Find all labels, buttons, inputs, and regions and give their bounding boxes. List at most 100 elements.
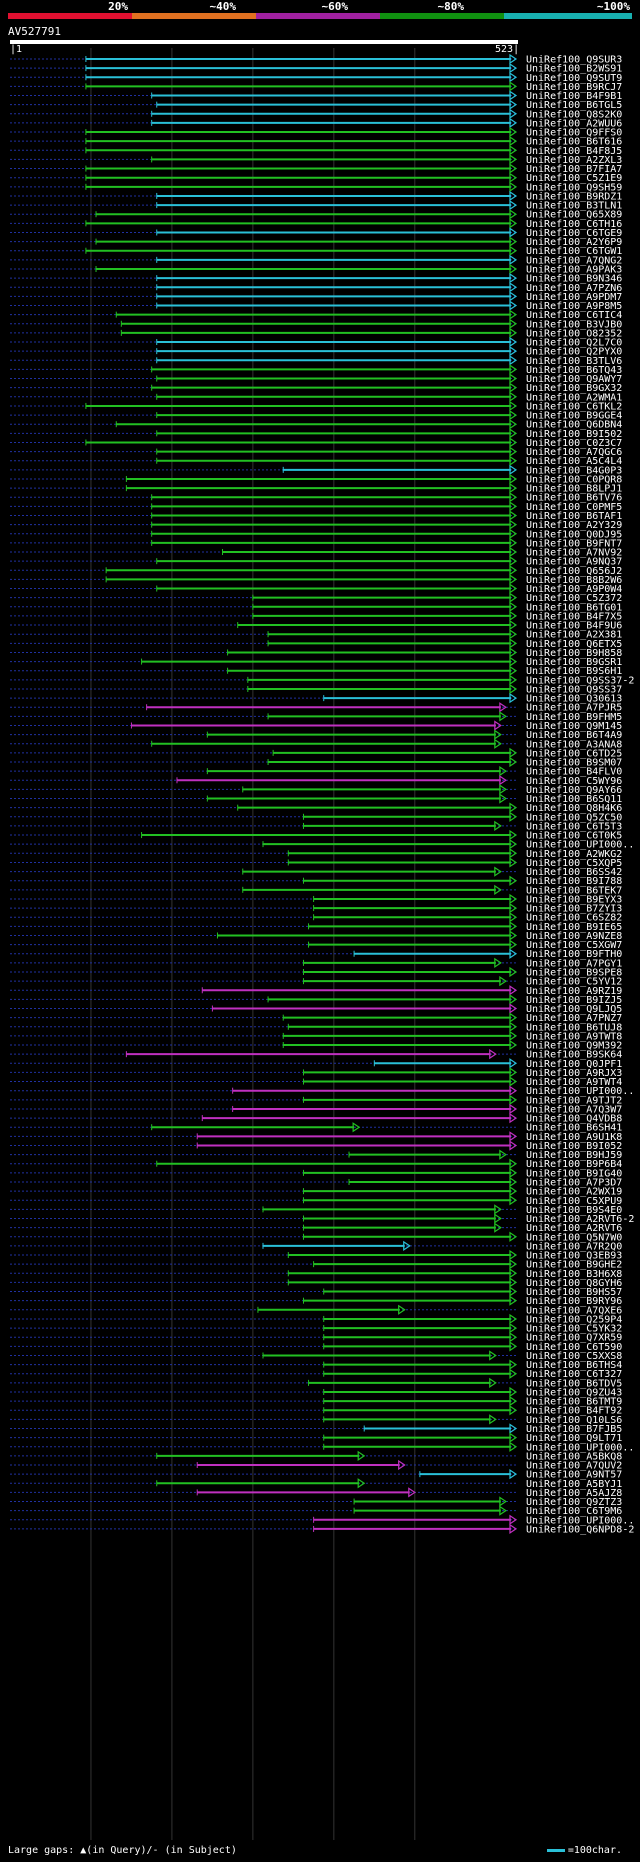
hit-label: UniRef100_C6TKL2 xyxy=(526,401,622,412)
hit-label: UniRef100_C0PMF5 xyxy=(526,502,622,513)
hit-label: UniRef100_B9GGE4 xyxy=(526,411,622,422)
scale-band-20 xyxy=(8,13,132,19)
arrow-icon xyxy=(509,1368,518,1379)
hit-label: UniRef100_C6TGW1 xyxy=(526,246,622,257)
arrow-icon xyxy=(509,154,518,165)
arrow-icon xyxy=(509,1112,518,1124)
hit-label: UniRef100_B6TUJ8 xyxy=(526,1022,622,1033)
hit-label: UniRef100_A9RJX3 xyxy=(526,1068,622,1079)
hit-label: UniRef100_A2X381 xyxy=(526,630,622,641)
arrow-icon xyxy=(509,802,518,813)
hit-label: UniRef100_UPI000.. xyxy=(526,840,634,851)
arrow-icon xyxy=(499,775,507,786)
arrow-icon xyxy=(509,610,518,622)
arrow-icon xyxy=(509,455,518,466)
hit-label: UniRef100_B9SM07 xyxy=(526,758,622,769)
arrow-icon xyxy=(509,647,518,658)
arrow-icon xyxy=(494,820,502,832)
arrow-icon xyxy=(509,1322,518,1334)
hit-label: UniRef100_A7QXE6 xyxy=(526,1305,622,1316)
arrow-icon xyxy=(509,537,518,549)
arrow-icon xyxy=(509,272,518,284)
hit-label: UniRef100_A2Y329 xyxy=(526,520,622,531)
arrow-icon xyxy=(509,839,518,850)
arrow-icon xyxy=(509,1103,518,1115)
hit-label: UniRef100_A5BKQ8 xyxy=(526,1451,622,1462)
hit-label: UniRef100_Q9M392 xyxy=(526,1041,622,1052)
hit-label: UniRef100_Q9ZU43 xyxy=(526,1387,622,1398)
hit-label: UniRef100_C5Z1E9 xyxy=(526,173,622,184)
scale-label-60: ~60% xyxy=(321,0,349,13)
hit-label: UniRef100_B9RDZ1 xyxy=(526,191,622,202)
triangle-icon: ▲ xyxy=(80,1845,87,1856)
hit-label: UniRef100_B9GHE2 xyxy=(526,1260,622,1271)
hit-label: UniRef100_B7FIA7 xyxy=(526,164,622,175)
arrow-icon xyxy=(509,428,518,439)
arrow-icon xyxy=(509,209,518,220)
arrow-icon xyxy=(398,1459,406,1471)
hit-label: UniRef100_Q65X89 xyxy=(526,210,622,221)
arrow-icon xyxy=(499,711,507,722)
hit-label: UniRef100_B8B2W6 xyxy=(526,575,622,586)
hit-label: UniRef100_C6T327 xyxy=(526,1369,622,1380)
arrow-icon xyxy=(509,1003,518,1014)
arrow-icon xyxy=(509,282,518,293)
arrow-icon xyxy=(509,327,518,339)
hit-label: UniRef100_C6T5T3 xyxy=(526,821,622,832)
hit-label: UniRef100_A7PZN6 xyxy=(526,283,622,294)
hit-label: UniRef100_A2Y6P9 xyxy=(526,237,622,248)
arrow-icon xyxy=(509,1441,518,1452)
arrow-icon xyxy=(509,528,518,539)
hit-label: UniRef100_B9FNT7 xyxy=(526,538,622,549)
arrow-icon xyxy=(499,702,507,713)
arrow-icon xyxy=(509,81,518,92)
arrow-icon xyxy=(509,172,518,183)
arrow-icon xyxy=(509,53,518,65)
hit-label: UniRef100_B9I052 xyxy=(526,1141,622,1152)
arrow-icon xyxy=(509,848,518,859)
hit-label: UniRef100_C6T0K5 xyxy=(526,831,622,842)
hit-label: UniRef100_C5XPU9 xyxy=(526,1196,622,1207)
hit-label: UniRef100_O82352 xyxy=(526,328,622,339)
arrow-icon xyxy=(509,1231,518,1242)
hit-label: UniRef100_Q259P4 xyxy=(526,1314,622,1325)
arrow-icon xyxy=(509,583,518,594)
hit-label: UniRef100_Q9LJQ5 xyxy=(526,1004,622,1015)
arrow-icon xyxy=(509,473,518,485)
hit-label: UniRef100_B6T4A9 xyxy=(526,730,622,741)
legend-scale-note: =100char. xyxy=(546,1845,622,1856)
arrow-icon xyxy=(509,683,518,695)
query-bar xyxy=(10,40,518,44)
hit-label: UniRef100_B7FJB5 xyxy=(526,1424,622,1435)
scale-label-20: 20% xyxy=(108,0,128,13)
hit-label: UniRef100_Q9SUT9 xyxy=(526,73,622,84)
hit-label: UniRef100_Q2PYX0 xyxy=(526,347,622,358)
arrow-icon xyxy=(509,419,518,430)
hit-label: UniRef100_C6SZ82 xyxy=(526,913,622,924)
hit-label: UniRef100_B6TEK7 xyxy=(526,885,622,896)
arrow-icon xyxy=(509,948,518,959)
arrow-icon xyxy=(509,72,518,83)
hit-label: UniRef100_C5XQP5 xyxy=(526,858,622,869)
arrow-icon xyxy=(509,601,518,612)
arrow-icon xyxy=(509,236,518,247)
arrow-icon xyxy=(509,501,518,512)
identity-scale: 20% ~40% ~60% ~80% ~100% xyxy=(8,0,632,22)
arrow-icon xyxy=(509,318,518,329)
hit-label: UniRef100_A5C4L4 xyxy=(526,456,622,467)
arrow-icon xyxy=(509,1131,518,1142)
arrow-icon xyxy=(509,1359,518,1370)
arrow-icon xyxy=(509,966,518,978)
arrow-icon xyxy=(509,1295,518,1306)
hit-label: UniRef100_B4FT92 xyxy=(526,1406,622,1417)
hit-label: UniRef100_A9P0W4 xyxy=(526,584,622,595)
hit-label: UniRef100_A9TWT8 xyxy=(526,1031,622,1042)
hit-label: UniRef100_B9SK64 xyxy=(526,1050,622,1061)
hit-label: UniRef100_A7QNG2 xyxy=(526,255,622,266)
hit-label: UniRef100_B9EYX3 xyxy=(526,894,622,905)
arrow-icon xyxy=(509,1405,518,1416)
scale-label-80: ~80% xyxy=(437,0,465,13)
hit-label: UniRef100_UPI000.. xyxy=(526,1515,634,1526)
arrow-icon xyxy=(499,784,507,795)
arrow-icon xyxy=(509,656,518,667)
